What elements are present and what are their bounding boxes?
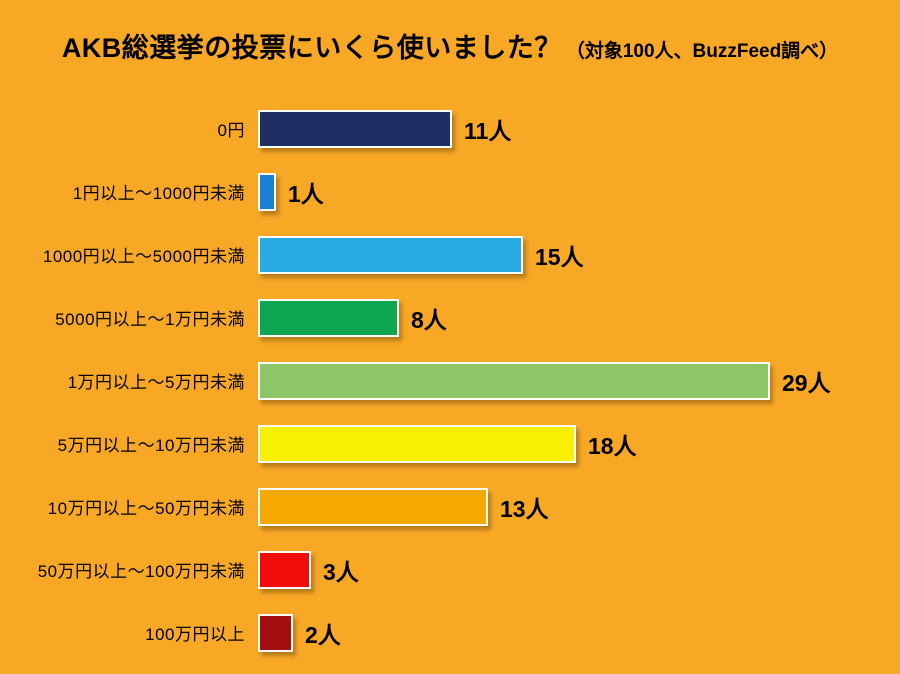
category-label: 100万円以上 <box>145 625 245 644</box>
bar <box>258 109 452 148</box>
value-label: 1人 <box>288 180 324 207</box>
bar <box>258 424 576 463</box>
category-label: 1円以上～1000円未満 <box>72 184 245 203</box>
chart-row: 5万円以上～10万円未満 18人 <box>0 412 900 475</box>
value-label: 3人 <box>323 558 359 585</box>
bar-chart: 0円 11人 1円以上～1000円未満 1人 1000円以上～5000円未満 15人 500… <box>0 97 900 664</box>
bar <box>258 172 276 211</box>
category-label: 10万円以上～50万円未満 <box>47 499 245 518</box>
bar <box>258 361 770 400</box>
value-label: 8人 <box>411 306 447 333</box>
category-label: 1万円以上～5万円未満 <box>67 373 245 392</box>
bar <box>258 298 399 337</box>
category-label: 1000円以上～5000円未満 <box>42 247 245 266</box>
bar <box>258 487 488 526</box>
value-label: 2人 <box>305 621 341 648</box>
chart-row: 50万円以上～100万円未満 3人 <box>0 538 900 601</box>
category-label: 0円 <box>217 121 245 140</box>
chart-row: 10万円以上～50万円未満 13人 <box>0 475 900 538</box>
bar <box>258 550 311 589</box>
chart-title-main: AKB総選挙の投票にいくら使いました？ <box>61 33 562 63</box>
value-label: 29人 <box>782 369 831 396</box>
value-label: 18人 <box>588 432 637 459</box>
category-label: 5万円以上～10万円未満 <box>57 436 245 455</box>
chart-row: 5000円以上～1万円未満 8人 <box>0 286 900 349</box>
chart-row: 1万円以上～5万円未満 29人 <box>0 349 900 412</box>
value-label: 15人 <box>535 243 584 270</box>
chart-row: 100万円以上 2人 <box>0 601 900 664</box>
chart-title-note: （対象100人、BuzzFeed調べ） <box>565 41 839 62</box>
chart-title: AKB総選挙の投票にいくら使いました？ （対象100人、BuzzFeed調べ） <box>0 0 900 65</box>
chart-row: 0円 11人 <box>0 97 900 160</box>
bar <box>258 235 523 274</box>
value-label: 13人 <box>500 495 549 522</box>
bar <box>258 613 293 652</box>
chart-row: 1円以上～1000円未満 1人 <box>0 160 900 223</box>
category-label: 50万円以上～100万円未満 <box>37 562 245 581</box>
value-label: 11人 <box>464 117 512 144</box>
category-label: 5000円以上～1万円未満 <box>55 310 245 329</box>
chart-row: 1000円以上～5000円未満 15人 <box>0 223 900 286</box>
